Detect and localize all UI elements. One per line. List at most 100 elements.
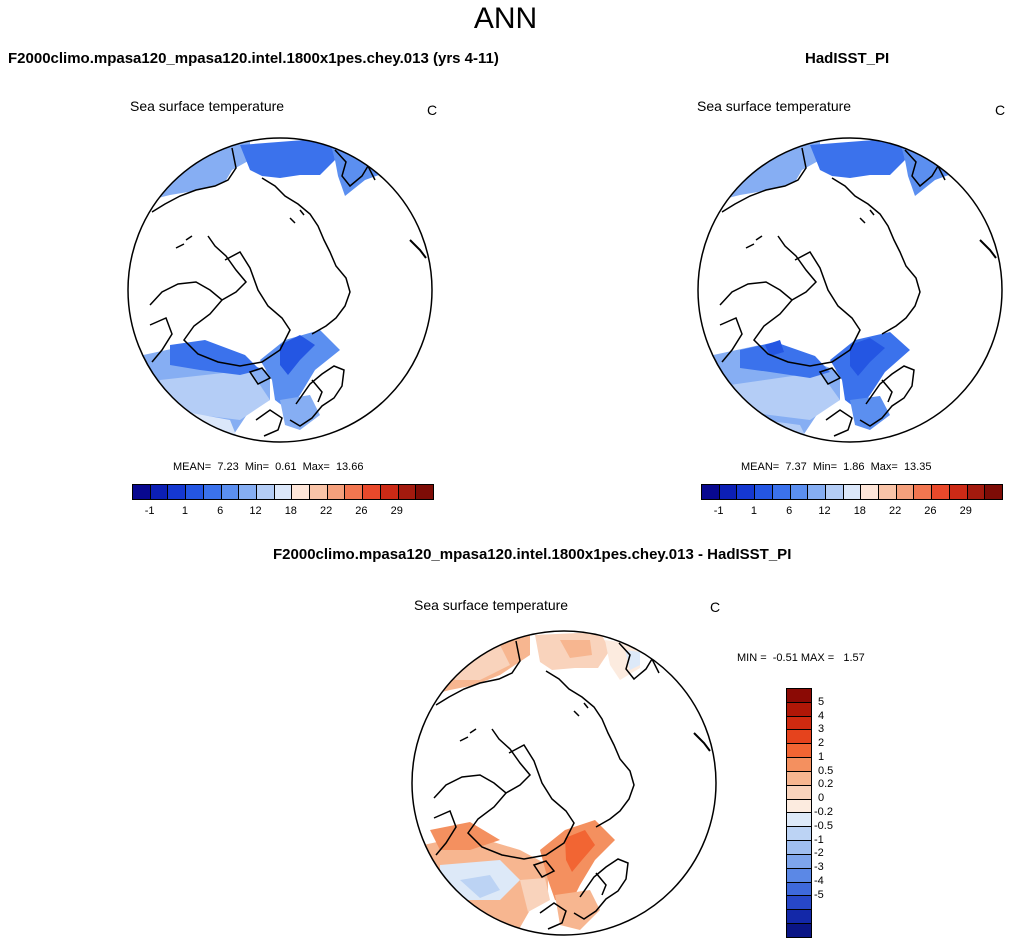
diff-colorbar-swatch xyxy=(787,854,811,869)
diff-colorbar-swatch xyxy=(787,799,811,814)
diff-colorbar-swatch xyxy=(787,702,811,717)
diff-colorbar-swatch xyxy=(787,882,811,897)
diff-colorbar-tick-label: 0.2 xyxy=(818,778,834,791)
diff-colorbar-tick-label: -1 xyxy=(814,833,824,846)
diff-field-label: Sea surface temperature xyxy=(414,597,569,613)
model-colorbar-swatch xyxy=(221,485,240,499)
model-colorbar-swatch xyxy=(398,485,417,499)
obs-colorbar-swatch xyxy=(932,485,950,499)
diff-colorbar-labels: 5 4 3 2 1 0.5 0.2 0 -0.2 -0.5 -1 -2 -3 -4 -5 xyxy=(814,688,858,936)
obs-units-label: C xyxy=(995,102,1006,118)
diff-colorbar-tick-label: -4 xyxy=(814,874,824,887)
obs-colorbar-tick-label: 6 xyxy=(786,505,793,517)
diff-colorbar-swatch xyxy=(787,896,811,911)
model-colorbar-swatch xyxy=(150,485,169,499)
diff-colorbar-tick-label: -2 xyxy=(814,847,824,860)
diff-colorbar-tick-label: -5 xyxy=(814,888,824,901)
obs-colorbar-swatch xyxy=(808,485,826,499)
diff-colorbar-tick-label: 1 xyxy=(818,750,825,763)
model-colorbar-swatch xyxy=(186,485,204,499)
model-colorbar-labels: -1 1 6 12 18 22 26 29 xyxy=(132,505,432,519)
diff-stats: MIN = -0.51 MAX = 1.57 xyxy=(737,652,865,664)
obs-colorbar-swatch xyxy=(879,485,897,499)
model-colorbar-swatch xyxy=(239,485,257,499)
model-colorbar-tick-label: 22 xyxy=(319,505,333,517)
diff-panel-title: F2000climo.mpasa120_mpasa120.intel.1800x… xyxy=(273,546,792,563)
page-title: ANN xyxy=(473,2,538,35)
model-colorbar-tick-label: 12 xyxy=(249,505,262,517)
diff-colorbar-swatch xyxy=(787,744,811,759)
model-colorbar-swatch xyxy=(203,485,222,499)
obs-colorbar-swatch xyxy=(896,485,915,499)
diff-colorbar-swatch xyxy=(787,868,811,883)
obs-colorbar-tick-label: 1 xyxy=(750,505,757,517)
model-coastlines xyxy=(149,147,376,437)
diff-colorbar-swatch xyxy=(787,758,811,772)
obs-colorbar-swatch xyxy=(755,485,773,499)
obs-colorbar-labels: -1 1 6 12 18 22 26 29 xyxy=(701,505,1001,519)
obs-colorbar-tick-label: 22 xyxy=(888,505,902,517)
model-colorbar-tick-label: -1 xyxy=(144,505,155,517)
diff-colorbar-swatch xyxy=(787,716,811,731)
obs-colorbar-tick-label: -1 xyxy=(713,505,724,517)
model-colorbar-tick-label: 1 xyxy=(181,505,188,517)
obs-colorbar-swatch xyxy=(861,485,880,499)
diff-colorbar-tick-label: -3 xyxy=(814,861,824,874)
model-colorbar-swatch xyxy=(363,485,381,499)
diff-units-label: C xyxy=(710,599,721,615)
model-colorbar xyxy=(132,484,434,500)
model-colorbar-tick-label: 18 xyxy=(284,505,297,517)
diff-colorbar-swatch xyxy=(787,771,811,786)
model-colorbar-tick-label: 26 xyxy=(355,505,368,517)
obs-colorbar-swatch xyxy=(914,485,933,499)
model-colorbar-swatch xyxy=(310,485,328,499)
model-panel-title: F2000climo.mpasa120_mpasa120.intel.1800x… xyxy=(8,50,499,67)
obs-colorbar-swatch xyxy=(702,485,720,499)
model-units-label: C xyxy=(427,102,438,118)
diff-colorbar-swatch xyxy=(787,841,811,855)
obs-colorbar-tick-label: 29 xyxy=(959,505,972,517)
diff-colorbar-tick-label: -0.5 xyxy=(814,819,833,832)
model-colorbar-tick-label: 6 xyxy=(217,505,224,517)
diff-sst-field xyxy=(412,631,640,935)
diff-colorbar-swatch xyxy=(787,827,811,842)
obs-colorbar-swatch xyxy=(967,485,986,499)
model-colorbar-swatch xyxy=(274,485,293,499)
obs-coastlines xyxy=(719,147,946,437)
obs-colorbar-swatch xyxy=(772,485,791,499)
obs-colorbar-tick-label: 26 xyxy=(924,505,937,517)
diff-colorbar-tick-label: 0 xyxy=(818,792,825,805)
diff-colorbar-tick-label: 4 xyxy=(818,709,825,722)
model-colorbar-swatch xyxy=(416,485,433,499)
model-colorbar-swatch xyxy=(345,485,364,499)
obs-colorbar-swatch xyxy=(985,485,1002,499)
model-colorbar-tick-label: 29 xyxy=(390,505,403,517)
diff-colorbar-swatch xyxy=(787,785,811,800)
model-colorbar-swatch xyxy=(292,485,311,499)
obs-colorbar-tick-label: 12 xyxy=(818,505,831,517)
obs-colorbar xyxy=(701,484,1003,500)
diff-colorbar-swatch xyxy=(787,910,811,925)
obs-colorbar-swatch xyxy=(843,485,862,499)
model-colorbar-swatch xyxy=(168,485,187,499)
diff-coastlines xyxy=(433,640,660,930)
diff-colorbar-swatch xyxy=(787,813,811,828)
diff-colorbar-swatch xyxy=(787,924,811,937)
model-colorbar-swatch xyxy=(327,485,346,499)
obs-colorbar-swatch xyxy=(719,485,738,499)
model-colorbar-swatch xyxy=(256,485,275,499)
obs-stats: MEAN= 7.37 Min= 1.86 Max= 13.35 xyxy=(741,461,932,473)
diff-colorbar-tick-label: 5 xyxy=(818,695,825,708)
obs-colorbar-swatch xyxy=(790,485,809,499)
obs-colorbar-swatch xyxy=(825,485,844,499)
model-colorbar-swatch xyxy=(380,485,399,499)
obs-field-label: Sea surface temperature xyxy=(697,98,852,114)
diff-colorbar-swatch xyxy=(787,689,811,703)
obs-colorbar-tick-label: 18 xyxy=(853,505,866,517)
diff-colorbar xyxy=(786,688,812,938)
obs-colorbar-swatch xyxy=(949,485,968,499)
diff-colorbar-tick-label: 3 xyxy=(818,723,825,736)
